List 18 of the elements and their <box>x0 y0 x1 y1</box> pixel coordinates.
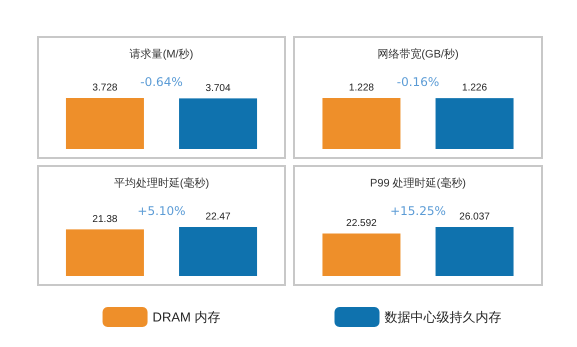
data-label: 22.592 <box>346 218 378 229</box>
text: -0.64% <box>140 75 183 89</box>
legend-label: 数据中心级持久内存 <box>384 310 502 324</box>
data-label: 21.38 <box>92 214 118 225</box>
data-label: 26.037 <box>459 212 490 222</box>
data-label: 1.228 <box>348 82 374 94</box>
chart-title: 网络带宽(GB/秒) <box>377 48 459 60</box>
chart-title: 平均处理时延(毫秒) <box>114 176 210 190</box>
legend-label: DRAM 内存 <box>152 310 220 324</box>
text: -0.16% <box>396 75 440 89</box>
data-label: 3.728 <box>92 82 118 94</box>
chart-title: 请求量(M/秒) <box>130 48 194 60</box>
text: +5.10% <box>137 204 186 218</box>
chart-title: P99 处理时延(毫秒) <box>370 176 466 190</box>
text: +15.25% <box>390 204 446 218</box>
data-label: 3.704 <box>206 82 231 94</box>
data-label: 1.226 <box>462 82 488 94</box>
data-label: 22.47 <box>206 212 231 222</box>
